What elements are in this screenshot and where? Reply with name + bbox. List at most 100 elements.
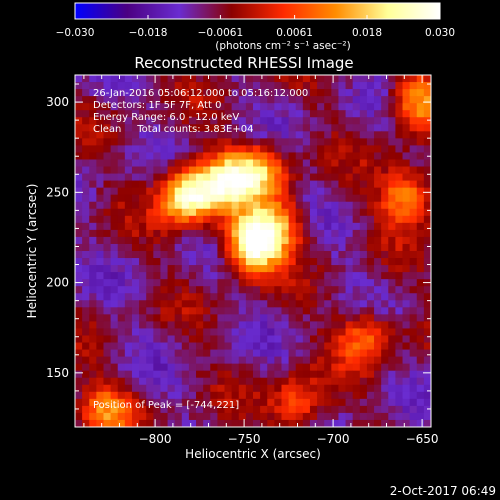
heatmap-cell [217,349,225,357]
heatmap-cell [139,96,147,104]
heatmap-cell [89,391,97,400]
heatmap-cell [374,229,382,238]
heatmap-cell [174,166,183,174]
heatmap-cell [274,265,282,273]
heatmap-cell [288,145,297,153]
heatmap-cell [317,419,325,428]
heatmap-cell [174,258,183,266]
heatmap-cell [160,272,168,280]
heatmap-cell [381,328,389,336]
heatmap-cell [345,166,354,174]
heatmap-cell [75,314,83,322]
heatmap-cell [309,419,318,428]
heatmap-cell [331,335,339,343]
heatmap-cell [160,419,168,428]
heatmap-cell [203,272,211,280]
heatmap-cell [409,89,418,97]
heatmap-cell [210,265,218,273]
heatmap-cell [402,124,411,132]
heatmap-cell [423,293,432,301]
heatmap-cell [131,201,140,210]
heatmap-cell [167,201,176,210]
heatmap-cell [317,286,325,294]
heatmap-cell [203,321,211,329]
heatmap-cell [374,286,382,294]
heatmap-cell [352,356,361,365]
heatmap-cell [260,208,268,217]
heatmap-cell [139,398,147,407]
heatmap-cell [253,265,261,273]
heatmap-cell [260,391,268,400]
heatmap-cell [203,363,211,372]
heatmap-cell [317,243,325,252]
heatmap-cell [153,405,161,414]
heatmap-cell [103,152,111,160]
heatmap-cell [317,321,325,329]
heatmap-cell [331,321,339,329]
heatmap-cell [395,236,403,245]
heatmap-cell [110,398,119,407]
heatmap-cell [238,370,247,379]
heatmap-cell [402,300,411,308]
heatmap-cell [395,300,403,308]
heatmap-cell [253,131,261,139]
heatmap-cell [324,96,332,104]
heatmap-cell [295,272,304,280]
heatmap-cell [196,117,204,125]
heatmap-cell [82,258,90,266]
heatmap-cell [281,131,289,139]
heatmap-cell [388,384,396,393]
heatmap-cell [423,328,432,336]
heatmap-cell [217,412,225,421]
heatmap-cell [131,138,140,146]
heatmap-cell [103,173,111,181]
heatmap-cell [388,194,396,203]
heatmap-cell [89,208,97,217]
heatmap-cell [203,236,211,245]
heatmap-cell [75,201,83,210]
heatmap-cell [153,321,161,329]
heatmap-cell [274,145,282,153]
heatmap-cell [253,117,261,125]
heatmap-cell [75,335,83,343]
heatmap-cell [423,145,432,153]
heatmap-cell [89,201,97,210]
heatmap-cell [324,236,332,245]
heatmap-cell [374,236,382,245]
heatmap-cell [131,131,140,139]
heatmap-cell [167,342,176,350]
heatmap-cell [345,419,354,428]
heatmap-cell [302,251,311,259]
heatmap-cell [267,384,275,393]
heatmap-cell [153,391,161,400]
heatmap-cell [309,89,318,97]
heatmap-cell [96,187,104,196]
heatmap-cell [224,236,233,245]
heatmap-cell [146,180,154,189]
heatmap-cell [309,286,318,294]
heatmap-cell [224,321,233,329]
heatmap-cell [160,258,168,266]
heatmap-cell [196,286,204,294]
heatmap-cell [210,356,218,365]
heatmap-cell [167,272,176,280]
heatmap-cell [210,159,218,167]
heatmap-cell [196,370,204,379]
heatmap-cell [381,272,389,280]
heatmap-cell [103,391,111,400]
heatmap-cell [124,265,133,273]
heatmap-cell [331,398,339,407]
heatmap-cell [224,405,233,414]
heatmap-cell [317,201,325,210]
heatmap-cell [196,75,204,83]
heatmap-cell [103,222,111,231]
heatmap-cell [281,258,289,266]
heatmap-cell [224,419,233,428]
heatmap-cell [345,117,354,125]
heatmap-cell [231,412,240,421]
heatmap-cell [89,194,97,203]
heatmap-cell [359,110,368,118]
heatmap-cell [288,300,297,308]
heatmap-cell [124,152,133,160]
heatmap-cell [146,145,154,153]
